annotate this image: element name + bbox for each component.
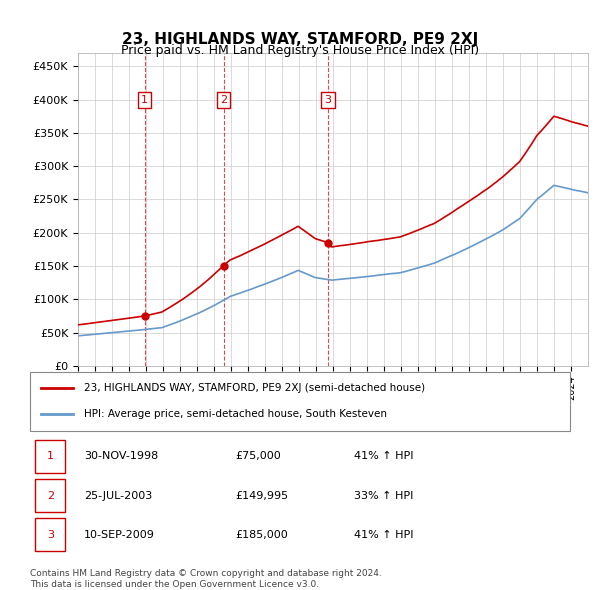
FancyBboxPatch shape <box>35 440 65 473</box>
Text: 3: 3 <box>325 95 332 105</box>
FancyBboxPatch shape <box>30 372 570 431</box>
FancyBboxPatch shape <box>35 519 65 552</box>
Text: 1: 1 <box>47 451 54 461</box>
Text: £149,995: £149,995 <box>235 491 289 500</box>
Text: 25-JUL-2003: 25-JUL-2003 <box>84 491 152 500</box>
Text: £185,000: £185,000 <box>235 530 288 540</box>
Text: 23, HIGHLANDS WAY, STAMFORD, PE9 2XJ: 23, HIGHLANDS WAY, STAMFORD, PE9 2XJ <box>122 32 478 47</box>
Text: HPI: Average price, semi-detached house, South Kesteven: HPI: Average price, semi-detached house,… <box>84 409 387 419</box>
Text: Price paid vs. HM Land Registry's House Price Index (HPI): Price paid vs. HM Land Registry's House … <box>121 44 479 57</box>
Text: 23, HIGHLANDS WAY, STAMFORD, PE9 2XJ (semi-detached house): 23, HIGHLANDS WAY, STAMFORD, PE9 2XJ (se… <box>84 384 425 393</box>
Text: Contains HM Land Registry data © Crown copyright and database right 2024.
This d: Contains HM Land Registry data © Crown c… <box>30 569 382 589</box>
Text: 41% ↑ HPI: 41% ↑ HPI <box>354 451 413 461</box>
Text: 1: 1 <box>141 95 148 105</box>
Text: 3: 3 <box>47 530 54 540</box>
FancyBboxPatch shape <box>35 479 65 512</box>
Text: £75,000: £75,000 <box>235 451 281 461</box>
Text: 30-NOV-1998: 30-NOV-1998 <box>84 451 158 461</box>
Text: 33% ↑ HPI: 33% ↑ HPI <box>354 491 413 500</box>
Text: 2: 2 <box>220 95 227 105</box>
Text: 10-SEP-2009: 10-SEP-2009 <box>84 530 155 540</box>
Text: 41% ↑ HPI: 41% ↑ HPI <box>354 530 413 540</box>
Text: 2: 2 <box>47 491 54 500</box>
